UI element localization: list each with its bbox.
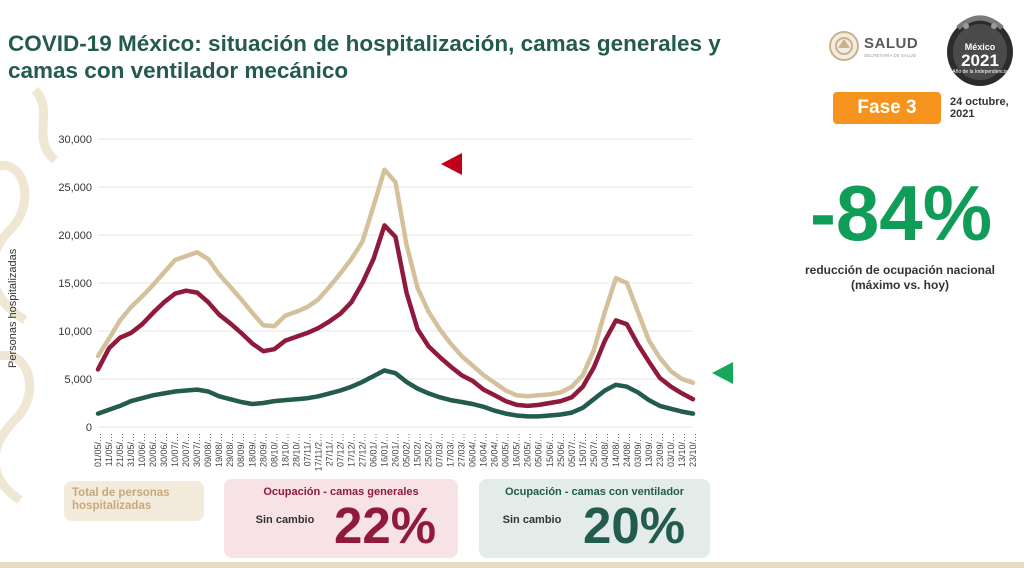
x-tick-label: 25/02/… xyxy=(424,433,434,467)
x-tick-label: 05/02/… xyxy=(402,433,412,467)
x-tick-label: 27/03/… xyxy=(457,433,467,467)
x-tick-label: 01/05/… xyxy=(93,433,103,467)
x-tick-label: 03/09/… xyxy=(633,433,643,467)
x-tick-label: 17/03/… xyxy=(446,433,456,467)
series-line-ventilator-beds xyxy=(95,368,696,419)
x-tick-label: 15/02/… xyxy=(413,433,423,467)
x-tick-label: 09/08/… xyxy=(203,433,213,467)
x-tick-label: 26/01/… xyxy=(391,433,401,467)
x-tick-label: 30/07/… xyxy=(192,433,202,467)
y-axis-label: Personas hospitalizadas xyxy=(7,248,19,368)
y-tick-label: 15,000 xyxy=(58,278,92,290)
x-tick-label: 25/06/… xyxy=(556,433,566,467)
x-tick-label: 13/09/… xyxy=(644,433,654,467)
legend-ventilator-title: Ocupación - camas con ventilador xyxy=(504,486,685,498)
y-tick-label: 5,000 xyxy=(64,374,92,386)
x-tick-label: 10/07/… xyxy=(170,433,180,467)
x-tick-label: 15/06/… xyxy=(545,433,555,467)
seal-line-3: Año de la Independencia xyxy=(952,69,1008,75)
salud-logo-subtitle: SECRETARÍA DE SALUD xyxy=(864,53,916,58)
x-tick-label: 20/06/… xyxy=(148,433,158,467)
x-tick-label: 11/05/… xyxy=(104,433,114,466)
x-tick-label: 04/08/… xyxy=(600,433,610,467)
x-tick-label: 13/10/… xyxy=(677,433,687,467)
x-tick-label: 19/08/… xyxy=(214,433,224,467)
phase-badge: Fase 3 xyxy=(833,92,941,124)
x-tick-label: 28/09/… xyxy=(258,433,268,467)
x-tick-label: 08/10/… xyxy=(269,433,279,467)
legend-ventilator-percentage: 20% xyxy=(583,497,686,554)
x-tick-label: 29/08/… xyxy=(225,433,235,467)
red-marker-triangle xyxy=(441,153,462,175)
x-tick-label: 14/08/… xyxy=(611,433,621,467)
x-tick-label: 05/06/… xyxy=(534,433,544,467)
x-tick-label: 17/12/… xyxy=(346,433,356,467)
x-tick-label: 18/10/… xyxy=(280,433,290,467)
x-tick-label: 30/06/… xyxy=(159,433,169,467)
x-tick-label: 06/05/… xyxy=(501,433,511,467)
x-tick-label: 28/10/… xyxy=(291,433,301,467)
hospitalization-line-chart: 0 5,000 10,000 15,000 20,000 25,000 30,000 01/… xyxy=(7,134,698,471)
report-date: 24 octubre, 2021 xyxy=(950,96,1009,120)
x-tick-labels: 01/05/… 11/05/… 21/05/… 31/05/… 10/06/… 20/06… xyxy=(93,433,698,471)
y-tick-label: 0 xyxy=(86,422,92,434)
x-tick-label: 06/04/… xyxy=(468,433,478,467)
salud-logo-text: SALUD xyxy=(864,35,919,52)
x-tick-label: 16/04/… xyxy=(479,433,489,467)
legend-general-title: Ocupación - camas generales xyxy=(263,486,419,498)
x-tick-label: 15/07/… xyxy=(578,433,588,467)
legend-general-percentage: 22% xyxy=(334,497,437,554)
headline-percentage: -84% xyxy=(809,169,993,257)
x-tick-label: 16/05/… xyxy=(512,433,522,467)
salud-logo: SALUD SECRETARÍA DE SALUD xyxy=(828,30,933,66)
legend-ventilator-status: Sin cambio xyxy=(502,514,562,526)
y-tick-labels: 0 5,000 10,000 15,000 20,000 25,000 30,000 xyxy=(58,134,92,434)
chart-series-lines xyxy=(95,167,696,419)
legend-general-status: Sin cambio xyxy=(255,514,315,526)
x-tick-label: 07/11/… xyxy=(302,433,312,466)
x-tick-label: 07/03/… xyxy=(435,433,445,467)
y-tick-label: 10,000 xyxy=(58,326,92,338)
seal-text: México 2021 Año de la Independencia xyxy=(944,42,1016,75)
y-tick-label: 25,000 xyxy=(58,182,92,194)
legend-ventilator-beds: Ocupación - camas con ventilador Sin cam… xyxy=(479,479,710,558)
x-tick-label: 07/12/… xyxy=(335,433,345,467)
headline-label: reducción de ocupación nacional (máximo … xyxy=(804,263,996,292)
legend-total-label: Total de personas hospitalizadas xyxy=(72,487,170,512)
seal-line-1: México xyxy=(964,42,996,52)
x-tick-label: 26/04/… xyxy=(490,433,500,467)
x-tick-label: 26/05/… xyxy=(523,433,533,467)
page-title: COVID-19 México: situación de hospitaliz… xyxy=(8,31,721,83)
x-tick-label: 21/05/… xyxy=(115,433,125,467)
mexico-2021-seal: México 2021 Año de la Independencia xyxy=(944,8,1016,88)
series-line-general-beds xyxy=(95,223,696,409)
legend-total: Total de personas hospitalizadas xyxy=(64,481,204,521)
x-tick-label: 18/09/… xyxy=(247,433,257,467)
serpent-seal-icon xyxy=(947,15,1013,86)
x-tick-label: 27/11/… xyxy=(324,433,334,466)
x-tick-label: 16/01/… xyxy=(379,433,389,467)
y-tick-label: 30,000 xyxy=(58,134,92,146)
x-tick-label: 23/10/… xyxy=(688,433,698,467)
x-tick-label: 20/07/… xyxy=(181,433,191,467)
green-marker-triangle xyxy=(712,362,733,384)
x-tick-label: 31/05/… xyxy=(126,433,136,467)
y-tick-label: 20,000 xyxy=(58,230,92,242)
x-tick-label: 27/12/… xyxy=(357,433,367,467)
x-tick-label: 24/08/… xyxy=(622,433,632,467)
x-tick-label: 06/01/… xyxy=(368,433,378,467)
x-tick-label: 03/10/… xyxy=(666,433,676,467)
x-tick-label: 08/09/… xyxy=(236,433,246,467)
x-tick-label: 17/11/2… xyxy=(313,433,323,471)
eagle-emblem-icon xyxy=(829,31,859,61)
x-tick-label: 23/09/… xyxy=(655,433,665,467)
series-line-total xyxy=(95,167,696,399)
x-tick-label: 25/07/… xyxy=(589,433,599,467)
x-tick-label: 10/06/… xyxy=(137,433,147,467)
legend-general-beds: Ocupación - camas generales Sin cambio 2… xyxy=(224,479,458,558)
x-tick-label: 05/07/… xyxy=(567,433,577,467)
seal-year: 2021 xyxy=(961,51,999,70)
